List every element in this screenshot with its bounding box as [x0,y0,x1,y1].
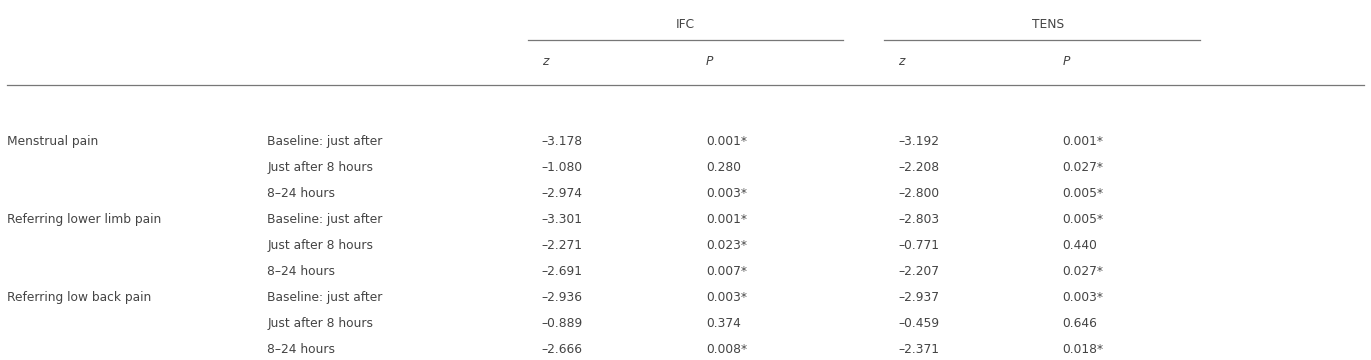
Text: Referring lower limb pain: Referring lower limb pain [7,213,162,226]
Text: 0.023*: 0.023* [706,239,747,252]
Text: 0.001*: 0.001* [1063,135,1104,148]
Text: –2.800: –2.800 [898,187,939,200]
Text: IFC: IFC [676,18,695,31]
Text: 0.027*: 0.027* [1063,161,1104,174]
Text: 8–24 hours: 8–24 hours [267,343,336,356]
Text: 0.646: 0.646 [1063,317,1097,330]
Text: –0.771: –0.771 [898,239,939,252]
Text: 0.018*: 0.018* [1063,343,1104,356]
Text: Just after 8 hours: Just after 8 hours [267,239,373,252]
Text: –3.178: –3.178 [542,135,583,148]
Text: Referring low back pain: Referring low back pain [7,291,151,304]
Text: –2.666: –2.666 [542,343,583,356]
Text: 0.005*: 0.005* [1063,187,1104,200]
Text: Baseline: just after: Baseline: just after [267,291,383,304]
Text: 8–24 hours: 8–24 hours [267,265,336,278]
Text: 0.440: 0.440 [1063,239,1097,252]
Text: Baseline: just after: Baseline: just after [267,213,383,226]
Text: TENS: TENS [1032,18,1064,31]
Text: –2.207: –2.207 [898,265,939,278]
Text: –3.192: –3.192 [898,135,939,148]
Text: Menstrual pain: Menstrual pain [7,135,99,148]
Text: 0.027*: 0.027* [1063,265,1104,278]
Text: P: P [1063,55,1069,68]
Text: –2.271: –2.271 [542,239,583,252]
Text: –3.301: –3.301 [542,213,583,226]
Text: –0.459: –0.459 [898,317,939,330]
Text: 0.001*: 0.001* [706,213,747,226]
Text: –2.208: –2.208 [898,161,939,174]
Text: 8–24 hours: 8–24 hours [267,187,336,200]
Text: 0.280: 0.280 [706,161,742,174]
Text: z: z [898,55,905,68]
Text: z: z [542,55,548,68]
Text: 0.003*: 0.003* [706,187,747,200]
Text: –2.691: –2.691 [542,265,583,278]
Text: –0.889: –0.889 [542,317,583,330]
Text: Just after 8 hours: Just after 8 hours [267,161,373,174]
Text: –2.936: –2.936 [542,291,583,304]
Text: 0.374: 0.374 [706,317,740,330]
Text: P: P [706,55,713,68]
Text: 0.005*: 0.005* [1063,213,1104,226]
Text: 0.003*: 0.003* [1063,291,1104,304]
Text: –2.803: –2.803 [898,213,939,226]
Text: –2.371: –2.371 [898,343,939,356]
Text: –2.937: –2.937 [898,291,939,304]
Text: 0.008*: 0.008* [706,343,747,356]
Text: Baseline: just after: Baseline: just after [267,135,383,148]
Text: 0.001*: 0.001* [706,135,747,148]
Text: 0.007*: 0.007* [706,265,747,278]
Text: –2.974: –2.974 [542,187,583,200]
Text: 0.003*: 0.003* [706,291,747,304]
Text: Just after 8 hours: Just after 8 hours [267,317,373,330]
Text: –1.080: –1.080 [542,161,583,174]
